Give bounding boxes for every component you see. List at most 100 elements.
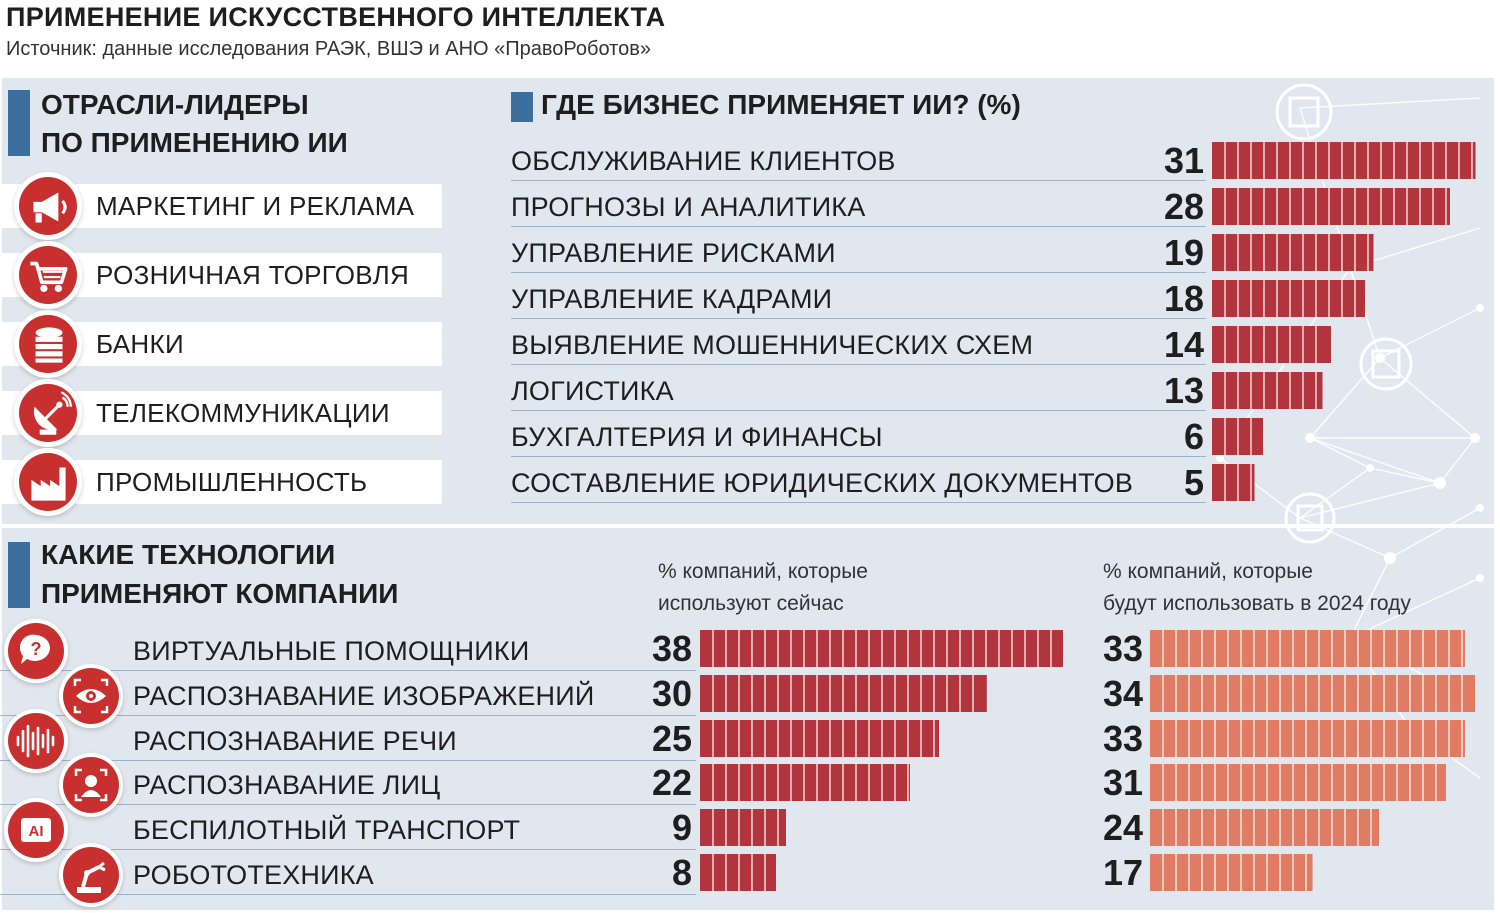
industry-label: РОЗНИЧНАЯ ТОРГОВЛЯ (96, 260, 410, 290)
tech-now-bar (700, 854, 777, 891)
svg-text:?: ? (31, 639, 42, 659)
business-value-label: 14 (1163, 324, 1204, 365)
factory-icon (19, 453, 77, 511)
tech-2024-value-label: 33 (1103, 717, 1144, 759)
face-scan-icon (63, 757, 119, 814)
factory-icon-glyph (31, 467, 66, 501)
tech-now-bar (700, 809, 787, 847)
business-value-label: 19 (1163, 232, 1204, 273)
shopping-cart-icon-glyph (30, 261, 68, 293)
row-separator (511, 226, 1206, 227)
svg-text:AI: AI (29, 823, 44, 840)
row-separator (511, 410, 1206, 411)
tech-now-value-label: 30 (651, 672, 692, 714)
business-category-label: БУХГАЛТЕРИЯ И ФИНАНСЫ (511, 422, 883, 452)
business-bar (1212, 372, 1323, 409)
coins-icon-glyph (35, 327, 63, 363)
series-now-name-line2: используют сейчас (658, 592, 844, 615)
eye-scan-icon (63, 667, 119, 724)
tech-2024-value-label: 33 (1103, 628, 1144, 669)
business-value-label: 13 (1163, 370, 1204, 411)
tech-now-bar (700, 719, 939, 757)
series-2024-name-line2: будут использовать в 2024 году (1103, 592, 1411, 615)
tech-category-label: ВИРТУАЛЬНЫЕ ПОМОЩНИКИ (133, 636, 530, 666)
tech-2024-value-label: 34 (1103, 672, 1144, 714)
business-value-label: 31 (1163, 140, 1204, 181)
tech-2024-bar (1150, 630, 1466, 667)
business-value-label: 6 (1183, 416, 1204, 457)
business-category-label: УПРАВЛЕНИЕ РИСКАМИ (511, 238, 836, 268)
row-separator (0, 894, 696, 895)
tech-category-label: БЕСПИЛОТНЫЙ ТРАНСПОРТ (133, 815, 521, 846)
business-category-label: ОБСЛУЖИВАНИЕ КЛИЕНТОВ (511, 146, 896, 176)
row-separator (511, 272, 1206, 273)
business-bar (1212, 142, 1476, 179)
tech-category-label: РАСПОЗНАВАНИЕ ЛИЦ (133, 770, 441, 801)
row-separator (0, 849, 696, 851)
robot-arm-icon (63, 847, 119, 903)
satellite-dish-icon-glyph (33, 391, 72, 435)
series-2024-name-line1: % компаний, которые (1103, 560, 1313, 583)
industry-label: МАРКЕТИНГ И РЕКЛАМА (96, 191, 415, 221)
tech-2024-bar (1150, 719, 1466, 757)
section-marker (8, 90, 30, 156)
business-bar (1212, 326, 1331, 363)
row-separator (511, 456, 1206, 457)
series-now-name-line1: % компаний, которые (658, 560, 868, 583)
business-bar (1212, 464, 1255, 501)
business-category-label: ЛОГИСТИКА (511, 376, 674, 406)
row-separator (511, 364, 1206, 365)
tech-now-value-label: 38 (651, 628, 692, 669)
shopping-cart-icon (19, 246, 77, 304)
business-value-label: 5 (1183, 462, 1204, 503)
tech-now-bar (700, 674, 987, 712)
question-bubble-icon: ? (8, 623, 64, 679)
ai-chip-icon: AI (8, 802, 64, 859)
row-separator (511, 180, 1206, 181)
row-separator (0, 759, 696, 761)
industry-label: ПРОМЫШЛЕННОСТЬ (96, 467, 368, 497)
tech-2024-bar (1150, 809, 1380, 847)
industry-label: БАНКИ (96, 329, 184, 359)
tech-now-value-label: 22 (651, 762, 692, 804)
megaphone-icon (19, 177, 77, 235)
section-marker (8, 542, 30, 608)
coins-icon (19, 315, 77, 373)
tech-2024-value-label: 17 (1103, 852, 1144, 893)
robot-arm-icon-glyph (77, 861, 106, 893)
question-bubble-icon-glyph: ? (19, 634, 50, 664)
business-bar (1212, 280, 1365, 317)
business-value-label: 18 (1163, 278, 1204, 319)
section-marker (511, 92, 533, 122)
tech-category-label: РАСПОЗНАВАНИЕ РЕЧИ (133, 725, 457, 756)
industry-label: ТЕЛЕКОММУНИКАЦИИ (96, 398, 390, 428)
sound-wave-icon-glyph (16, 724, 55, 757)
tech-title-line1: КАКИЕ ТЕХНОЛОГИИ (41, 539, 336, 570)
tech-now-value-label: 25 (651, 717, 692, 759)
business-category-label: СОСТАВЛЕНИЕ ЮРИДИЧЕСКИХ ДОКУМЕНТОВ (511, 468, 1134, 498)
tech-now-value-label: 9 (671, 807, 692, 849)
row-separator (0, 804, 696, 806)
business-chart-title: ГДЕ БИЗНЕС ПРИМЕНЯЕТ ИИ? (%) (541, 89, 1021, 120)
row-separator (0, 714, 696, 716)
business-bar (1212, 234, 1374, 271)
industries-title-line1: ОТРАСЛИ-ЛИДЕРЫ (41, 89, 309, 120)
business-bar (1212, 188, 1450, 225)
industries-title-line2: ПО ПРИМЕНЕНИЮ ИИ (41, 127, 348, 158)
tech-2024-bar (1150, 854, 1313, 891)
tech-2024-bar (1150, 764, 1447, 802)
page-title: ПРИМЕНЕНИЕ ИСКУССТВЕННОГО ИНТЕЛЛЕКТА (6, 2, 666, 32)
tech-now-value-label: 8 (671, 852, 692, 893)
business-bar (1212, 418, 1263, 455)
business-value-label: 28 (1163, 186, 1204, 227)
ai-chip-icon-glyph: AI (21, 818, 51, 843)
satellite-dish-icon (19, 384, 77, 442)
tech-2024-bar (1150, 674, 1476, 712)
tech-category-label: РОБОТОТЕХНИКА (133, 860, 374, 890)
row-separator (511, 318, 1206, 319)
business-category-label: ВЫЯВЛЕНИЕ МОШЕННИЧЕСКИХ СХЕМ (511, 330, 1034, 360)
row-separator (0, 670, 696, 671)
sound-wave-icon (8, 712, 64, 769)
business-category-label: ПРОГНОЗЫ И АНАЛИТИКА (511, 192, 866, 222)
tech-now-bar (700, 764, 911, 802)
